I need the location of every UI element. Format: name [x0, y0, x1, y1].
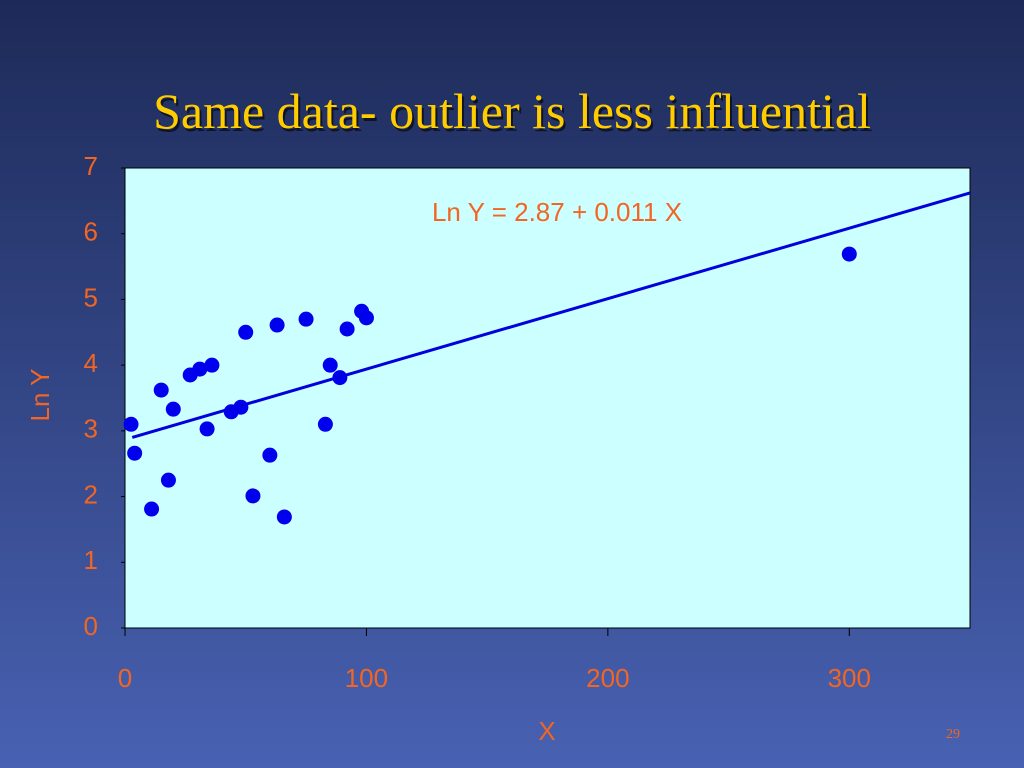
data-point: [192, 361, 208, 377]
data-point: [160, 472, 176, 488]
y-tick-label: 0: [84, 611, 98, 641]
x-axis-label: X: [538, 716, 555, 746]
fit-line: [131, 191, 971, 439]
data-point: [317, 416, 333, 432]
page-number: 29: [946, 727, 960, 742]
y-tick-label: 1: [84, 545, 98, 575]
data-point: [262, 447, 278, 463]
y-tick-label: 4: [84, 348, 98, 378]
data-point: [204, 357, 220, 373]
data-point: [144, 501, 160, 517]
y-tick-label: 3: [84, 414, 98, 444]
data-point: [153, 382, 169, 398]
x-tick-label: 0: [118, 663, 132, 693]
data-point: [165, 401, 181, 417]
data-point: [199, 421, 215, 437]
y-tick-label: 5: [84, 282, 98, 312]
y-tick-label: 2: [84, 479, 98, 509]
data-point: [127, 445, 143, 461]
title-shadow: Same data- outlier is less influential: [155, 86, 873, 142]
data-point: [238, 324, 254, 340]
plot-area: [124, 167, 971, 629]
y-axis-label: Ln Y: [25, 368, 55, 421]
y-tick-label: 6: [84, 217, 98, 247]
data-point: [245, 488, 261, 504]
data-point: [269, 317, 285, 333]
x-tick-label: 200: [586, 663, 629, 693]
chart-title: Same data- outlier is less influential: [153, 83, 871, 139]
x-tick-label: 300: [828, 663, 871, 693]
y-tick-label: 7: [84, 151, 98, 181]
data-point: [841, 246, 857, 262]
data-point: [298, 311, 314, 327]
data-point: [123, 416, 139, 432]
equation: Ln Y = 2.87 + 0.011 X: [432, 197, 682, 227]
x-tick-label: 100: [345, 663, 388, 693]
data-point: [358, 310, 374, 326]
data-point: [276, 509, 292, 525]
data-point: [339, 321, 355, 337]
data-point: [322, 357, 338, 373]
